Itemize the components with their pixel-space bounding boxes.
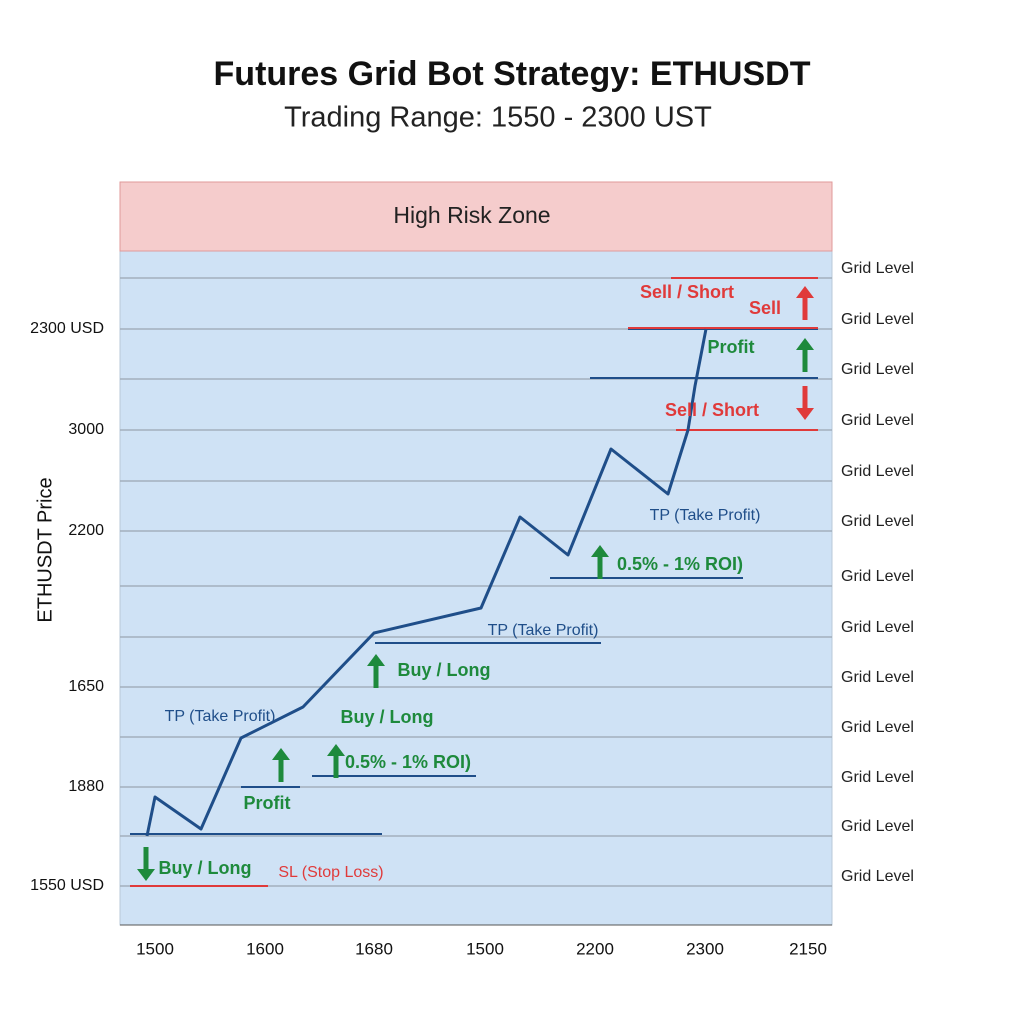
y-label: 2300 USD <box>30 320 104 337</box>
arrow-head <box>796 408 814 420</box>
risk-zone <box>119 181 833 252</box>
y-label: 1650 <box>68 678 104 695</box>
arrow-head <box>367 654 385 666</box>
title: Futures Grid Bot Strategy: ETHUSDT <box>214 55 811 93</box>
annotation: Profit <box>708 337 755 357</box>
annotation: TP (Take Profit) <box>165 708 276 725</box>
x-label: 1500 <box>136 939 174 958</box>
plot-area <box>119 181 833 926</box>
arrows <box>137 286 814 881</box>
arrow-head <box>591 545 609 557</box>
annotation: Profit <box>244 793 291 813</box>
y-label: 3000 <box>68 421 104 438</box>
grid-level-label: Grid Level <box>841 868 914 885</box>
x-label: 1600 <box>246 939 284 958</box>
annotation: Buy / Long <box>341 707 434 727</box>
arrow-head <box>137 869 155 881</box>
grid-level-label: Grid Level <box>841 412 914 429</box>
y-label: 1880 <box>68 778 104 795</box>
grid-level-label: Grid Level <box>841 769 914 786</box>
labels: Grid Level Grid Level Grid Level Grid Level… <box>30 260 914 958</box>
y-label: 2200 <box>68 522 104 539</box>
annotation: Buy / Long <box>398 660 491 680</box>
x-label: 2200 <box>576 939 614 958</box>
annotation: Buy / Long <box>159 858 252 878</box>
grid-level-label: Grid Level <box>841 463 914 480</box>
grid-level-label: Grid Level <box>841 513 914 530</box>
annotation: Sell <box>749 298 781 318</box>
grid-level-label: Grid Level <box>841 818 914 835</box>
subtitle: Trading Range: 1550 - 2300 UST <box>284 102 712 134</box>
x-label: 2150 <box>789 939 827 958</box>
arrow-head <box>796 286 814 298</box>
y-axis-label: ETHUSDT Price <box>34 477 56 622</box>
grid-level-label: Grid Level <box>841 568 914 585</box>
grid-level-label: Grid Level <box>841 361 914 378</box>
grid-level-label: Grid Level <box>841 311 914 328</box>
grid-level-label: Grid Level <box>841 619 914 636</box>
annotation: SL (Stop Loss) <box>278 864 383 881</box>
arrow-head <box>796 338 814 350</box>
risk-zone-label: High Risk Zone <box>393 202 550 228</box>
annotation: 0.5% - 1% ROI) <box>345 752 471 772</box>
annotation: TP (Take Profit) <box>488 622 599 639</box>
arrow-head <box>272 748 290 760</box>
y-label: 1550 USD <box>30 877 104 894</box>
price-line <box>145 328 708 837</box>
x-label: 2300 <box>686 939 724 958</box>
x-label: 1680 <box>355 939 393 958</box>
grid-level-label: Grid Level <box>841 260 914 277</box>
annotation: TP (Take Profit) <box>650 507 761 524</box>
level-lines <box>130 277 818 887</box>
annotation: Sell / Short <box>665 400 759 420</box>
annotation: Sell / Short <box>640 282 734 302</box>
grid-level-label: Grid Level <box>841 719 914 736</box>
arrow-head <box>327 744 345 756</box>
x-label: 1500 <box>466 939 504 958</box>
annotation: 0.5% - 1% ROI) <box>617 554 743 574</box>
grid-level-label: Grid Level <box>841 669 914 686</box>
